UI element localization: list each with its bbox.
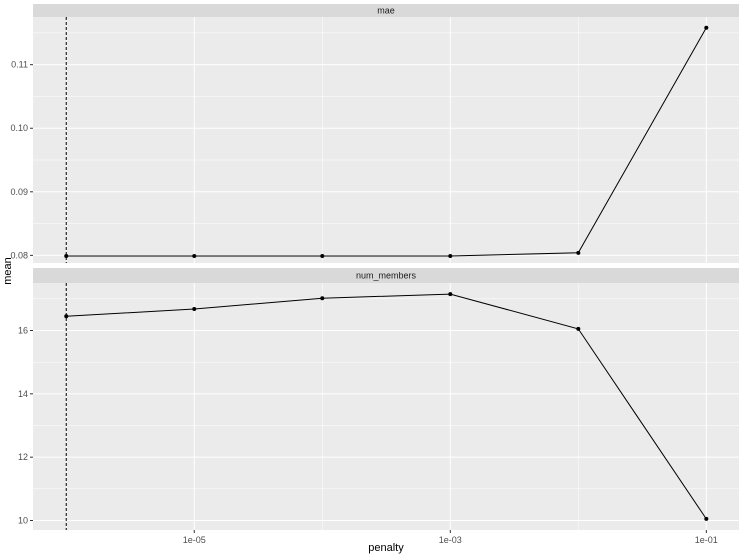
y-tick-label: 14 (18, 389, 28, 399)
data-point (448, 292, 453, 297)
y-tick-label: 12 (18, 452, 28, 462)
y-tick-label: 0.11 (11, 60, 28, 70)
y-tick-label: 0.10 (10, 123, 28, 133)
data-point (320, 296, 325, 301)
data-point (576, 326, 581, 331)
panel-background (33, 283, 739, 530)
facet-strip (33, 4, 739, 17)
facet-strip-label: num_members (356, 271, 417, 281)
facet-strip (33, 268, 739, 283)
y-tick-label: 0.09 (10, 187, 28, 197)
facet-strip-label: mae (377, 6, 395, 16)
data-point (64, 254, 69, 259)
data-point (320, 254, 325, 259)
x-tick-label: 1e-03 (439, 535, 462, 545)
y-tick-label: 10 (18, 516, 28, 526)
y-tick-label: 16 (18, 326, 28, 336)
data-point (192, 306, 197, 311)
panel-background (33, 17, 739, 263)
x-tick-label: 1e-05 (183, 535, 206, 545)
y-axis-title: mean (2, 257, 14, 285)
data-point (64, 314, 69, 319)
data-point (192, 254, 197, 259)
x-axis-title: penalty (368, 542, 404, 554)
data-point (704, 25, 709, 30)
x-tick-label: 1e-01 (695, 535, 718, 545)
series-line (66, 293, 707, 520)
series-line (66, 27, 707, 257)
y-tick-label: 0.08 (10, 250, 28, 260)
data-point (448, 254, 453, 259)
data-point (576, 250, 581, 255)
data-point (704, 516, 709, 521)
